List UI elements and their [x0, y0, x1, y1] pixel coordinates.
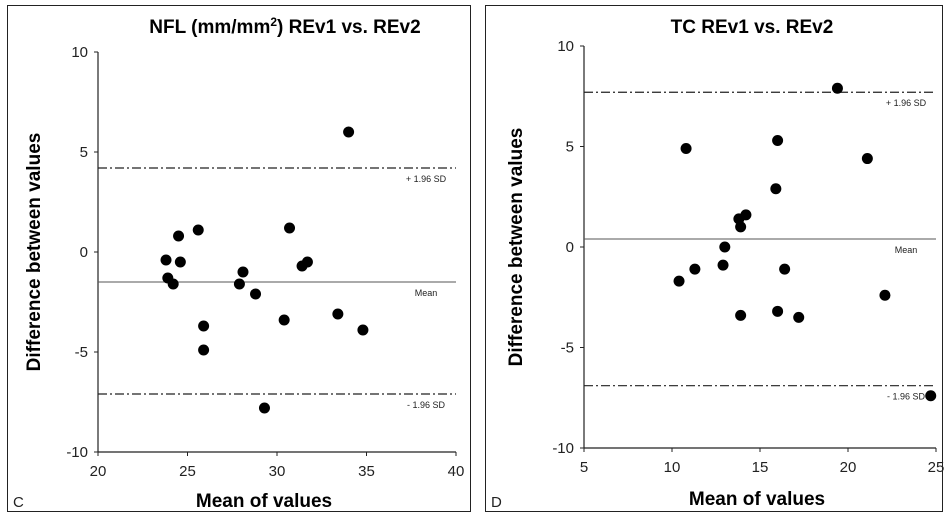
- data-point-d: [772, 305, 784, 317]
- y-tick-label-d: 0: [566, 239, 574, 256]
- data-point-d: [772, 134, 784, 146]
- chart-title-c: NFL (mm/mm2) REv1 vs. REv2: [149, 15, 420, 38]
- data-point-c: [192, 224, 204, 236]
- data-point-d: [831, 82, 843, 94]
- data-point-c: [198, 344, 210, 356]
- x-tick-label-c: 30: [269, 463, 286, 480]
- panel-d-frame: [485, 5, 943, 512]
- data-point-d: [770, 183, 782, 195]
- panel-letter-c: C: [13, 494, 24, 511]
- mean-label-d: Mean: [895, 245, 918, 255]
- y-tick-label-c: 5: [80, 144, 88, 161]
- data-point-d: [925, 390, 937, 402]
- y-axis-title-d: Difference between values: [506, 128, 527, 367]
- data-point-c: [174, 256, 186, 268]
- data-point-d: [779, 263, 791, 275]
- data-point-d: [673, 275, 685, 287]
- y-tick-label-d: 10: [557, 38, 574, 55]
- x-tick-label-d: 20: [840, 459, 857, 476]
- data-point-d: [861, 153, 873, 165]
- panel-c-frame: [7, 5, 471, 512]
- data-point-c: [160, 254, 172, 266]
- x-axis-title-d: Mean of values: [689, 489, 825, 510]
- panel-letter-d: D: [491, 494, 502, 511]
- upper-limit-label-d: + 1.96 SD: [886, 98, 927, 108]
- x-tick-label-d: 10: [664, 459, 681, 476]
- x-tick-label-c: 40: [448, 463, 465, 480]
- y-tick-label-c: -5: [75, 344, 88, 361]
- lower-limit-label-c: - 1.96 SD: [407, 400, 446, 410]
- data-point-c: [301, 256, 313, 268]
- x-tick-label-d: 25: [928, 459, 945, 476]
- x-tick-label-d: 15: [752, 459, 769, 476]
- data-point-c: [167, 278, 179, 290]
- y-tick-label-d: -5: [561, 340, 574, 357]
- data-point-d: [735, 221, 747, 233]
- data-point-c: [250, 288, 262, 300]
- data-point-c: [198, 320, 210, 332]
- data-point-c: [237, 266, 249, 278]
- data-point-d: [740, 209, 752, 221]
- data-point-c: [233, 278, 245, 290]
- data-point-d: [719, 241, 731, 253]
- data-point-d: [680, 143, 692, 155]
- x-tick-label-d: 5: [580, 459, 588, 476]
- y-tick-label-d: -10: [552, 440, 574, 457]
- data-point-d: [879, 289, 891, 301]
- y-tick-label-c: -10: [66, 444, 88, 461]
- data-point-d: [735, 309, 747, 321]
- data-point-c: [284, 222, 296, 234]
- x-tick-label-c: 35: [358, 463, 375, 480]
- data-point-c: [278, 314, 290, 326]
- lower-limit-label-d: - 1.96 SD: [887, 392, 926, 402]
- y-tick-label-c: 10: [71, 44, 88, 61]
- data-point-c: [258, 402, 270, 414]
- data-point-d: [689, 263, 701, 275]
- x-axis-title-c: Mean of values: [196, 491, 332, 512]
- data-point-d: [793, 311, 805, 323]
- data-point-c: [343, 126, 355, 138]
- data-point-c: [173, 230, 185, 242]
- chart-title-d: TC REv1 vs. REv2: [671, 17, 834, 38]
- mean-label-c: Mean: [415, 288, 438, 298]
- y-tick-label-c: 0: [80, 244, 88, 261]
- data-point-d: [717, 259, 729, 271]
- y-axis-title-c: Difference between values: [24, 133, 45, 372]
- data-point-c: [332, 308, 344, 320]
- data-point-c: [357, 324, 369, 336]
- x-tick-label-c: 25: [179, 463, 196, 480]
- y-tick-label-d: 5: [566, 139, 574, 156]
- upper-limit-label-c: + 1.96 SD: [406, 174, 447, 184]
- x-tick-label-c: 20: [90, 463, 107, 480]
